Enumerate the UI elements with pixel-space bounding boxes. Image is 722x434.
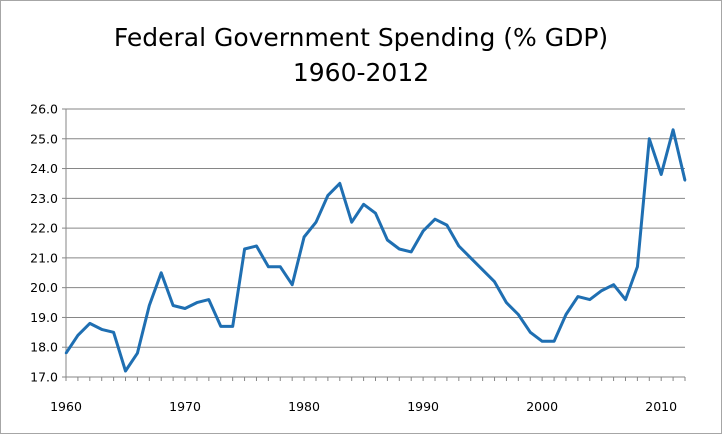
data-point	[671, 128, 675, 132]
y-tick-label: 26.0	[30, 102, 58, 117]
y-tick-label: 22.0	[30, 221, 58, 236]
y-tick-label: 23.0	[30, 191, 58, 206]
x-axis	[65, 109, 685, 378]
data-point	[326, 194, 330, 197]
data-point	[386, 238, 389, 242]
y-axis-tick-labels: 17.0 18.0 19.0 20.0 21.0 22.0 23.0 24.0 25.0 26.0	[30, 102, 66, 385]
data-point	[576, 295, 580, 298]
data-point	[659, 173, 663, 176]
chart-title: Federal Government Spending (% GDP) 1960…	[114, 23, 608, 87]
data-point	[207, 298, 211, 301]
data-point	[255, 244, 258, 248]
data-point	[314, 220, 318, 224]
data-point	[136, 351, 139, 355]
data-point	[540, 340, 544, 343]
data-point	[338, 182, 341, 185]
series-lines	[64, 128, 687, 373]
data-point	[100, 328, 103, 331]
data-point	[279, 265, 282, 269]
y-tick-label: 24.0	[30, 161, 58, 176]
data-point	[362, 203, 365, 206]
x-tick-label: 1970	[169, 399, 201, 414]
data-point	[243, 247, 246, 251]
x-tick-label: 1960	[50, 399, 82, 414]
y-tick-label: 18.0	[30, 340, 58, 355]
data-point	[683, 179, 687, 182]
x-tick-label: 2010	[645, 399, 677, 414]
data-point	[469, 256, 472, 260]
data-point	[457, 244, 461, 248]
data-point	[398, 247, 401, 251]
data-point	[600, 289, 603, 292]
data-point	[410, 250, 413, 254]
data-point	[445, 223, 449, 227]
data-point	[231, 325, 234, 328]
data-point	[64, 351, 68, 355]
data-point	[124, 369, 127, 373]
y-tick-label: 21.0	[30, 250, 58, 265]
data-point	[529, 331, 532, 334]
data-point	[505, 301, 508, 304]
data-point	[160, 271, 163, 274]
data-point	[481, 268, 484, 271]
data-point	[564, 313, 568, 316]
chart-title-line-2: 1960-2012	[293, 58, 429, 87]
x-tick-label: 2000	[526, 399, 558, 414]
data-point	[421, 229, 425, 233]
x-tick-label: 1980	[288, 399, 320, 414]
data-point	[171, 304, 175, 307]
y-tick-label: 25.0	[30, 131, 58, 146]
y-tick-label: 20.0	[30, 280, 58, 295]
data-point	[493, 280, 496, 283]
data-point	[350, 220, 353, 224]
data-point	[612, 283, 615, 286]
data-point	[517, 313, 520, 316]
data-point	[552, 340, 556, 343]
data-point	[624, 298, 627, 301]
y-gridlines	[66, 108, 685, 348]
data-point	[88, 322, 92, 325]
y-tick-label: 19.0	[30, 310, 58, 325]
data-point	[148, 304, 151, 307]
y-tick-label: 17.0	[30, 370, 58, 385]
data-point	[636, 265, 639, 269]
data-point	[588, 298, 591, 301]
chart-title-line-1: Federal Government Spending (% GDP)	[114, 23, 608, 52]
data-point	[183, 307, 187, 310]
data-point	[267, 265, 270, 269]
x-tick-label: 1990	[407, 399, 439, 414]
data-point	[302, 235, 306, 239]
data-point	[76, 334, 80, 337]
data-point	[648, 137, 651, 140]
data-point	[219, 325, 222, 328]
x-axis-tick-labels: 1960 1970 1980 1990 2000 2010	[50, 377, 686, 414]
data-point	[195, 301, 199, 304]
data-point	[374, 212, 377, 215]
data-point	[290, 283, 294, 286]
series-line	[64, 128, 687, 373]
data-point	[433, 217, 437, 221]
data-point	[112, 331, 115, 334]
